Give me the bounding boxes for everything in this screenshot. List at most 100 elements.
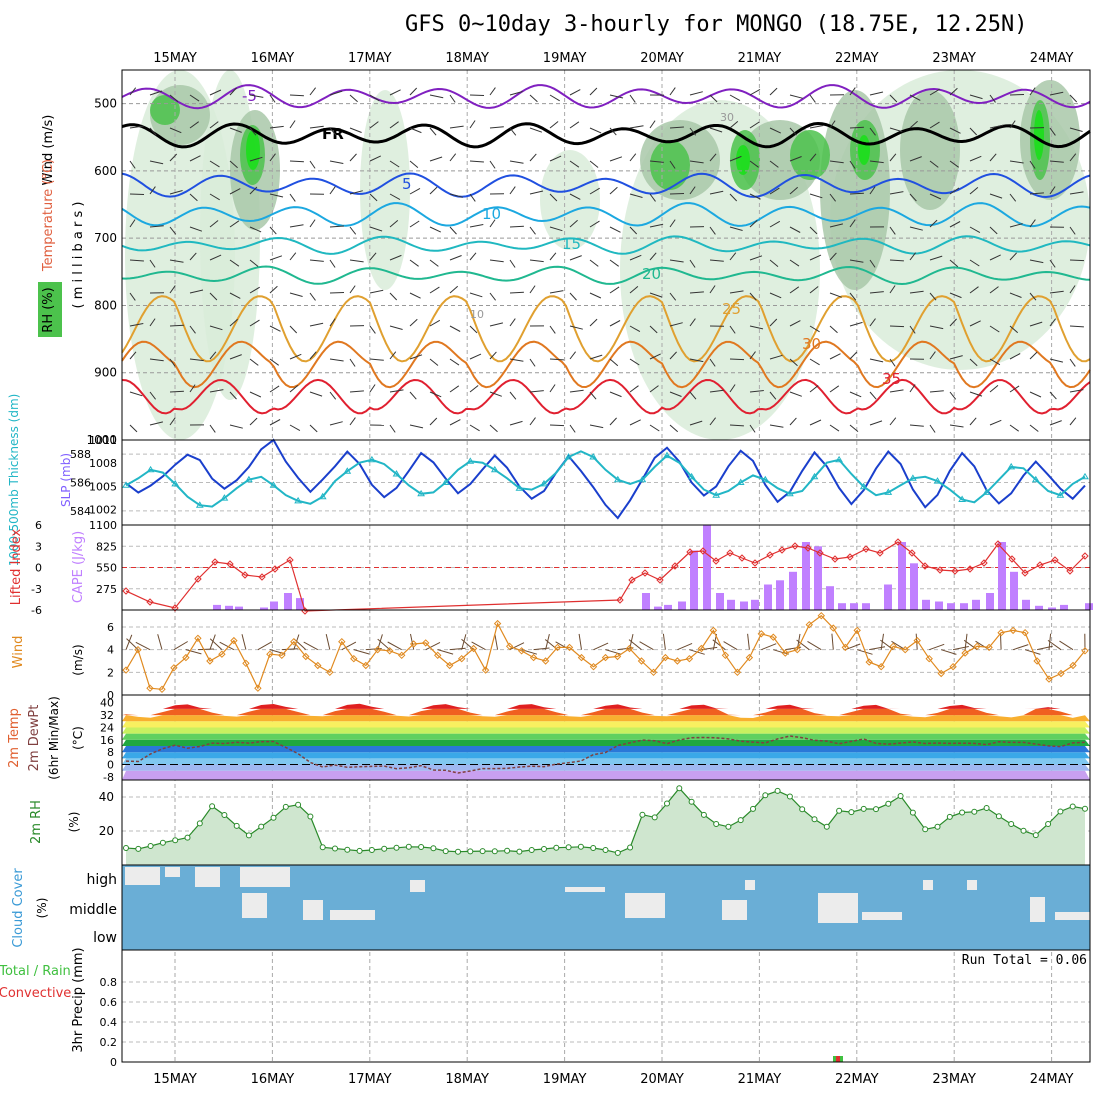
panel-precip <box>122 950 1090 1062</box>
rh-marker <box>1009 822 1014 827</box>
cape-bar <box>284 593 292 610</box>
temp-band <box>122 758 1090 764</box>
wind-barb <box>550 291 563 293</box>
bottom-date-label: 23MAY <box>932 1072 976 1087</box>
bottom-date-label: 16MAY <box>251 1072 295 1087</box>
wind-barb <box>610 359 618 366</box>
wind-barb <box>450 326 460 332</box>
rh-marker <box>947 814 952 819</box>
wind-barb <box>930 391 944 392</box>
wind-barb-10m <box>663 634 665 650</box>
cape-bar <box>776 580 784 610</box>
wind-barb-10m <box>534 648 550 650</box>
rh-marker <box>124 846 129 851</box>
rh-marker <box>923 827 928 832</box>
rh-marker <box>652 815 657 820</box>
isotherm-label: 35 <box>882 370 901 388</box>
cape-bar <box>802 542 810 610</box>
temp-band <box>122 765 1090 771</box>
wind-barb <box>510 292 524 293</box>
wind-barb <box>590 293 601 298</box>
precip-tick-label: 0.4 <box>100 1016 118 1029</box>
wind-barb <box>290 425 300 431</box>
wind-barb <box>350 154 357 161</box>
cape-bar <box>789 572 797 610</box>
wind-barb-10m <box>136 642 150 649</box>
rh-marker <box>456 849 461 854</box>
wind-barb <box>430 227 441 232</box>
wind-barb <box>350 286 355 293</box>
profile-tick-label: 800 <box>94 298 117 312</box>
rh-marker <box>271 815 276 820</box>
wind-barb-10m <box>594 643 609 650</box>
wind-barb <box>450 359 459 365</box>
wind-barb <box>330 293 344 294</box>
bottom-date-label: 20MAY <box>640 1072 684 1087</box>
precip-tick-label: 0.6 <box>100 996 118 1009</box>
isotherm-label: 10 <box>482 205 501 223</box>
wind-barb <box>130 194 144 195</box>
slp-tick-label: 1008 <box>89 457 117 470</box>
rh-marker <box>468 849 473 854</box>
cape-bar <box>751 600 759 610</box>
top-date-label: 15MAY <box>153 51 197 66</box>
rh-marker <box>996 814 1001 819</box>
wind-barb <box>310 260 324 261</box>
cape-bar <box>727 600 735 610</box>
li-tick-label: 0 <box>35 562 42 575</box>
cape-bar <box>740 602 748 611</box>
wind-tick-label: 2 <box>107 666 114 679</box>
wind-barb <box>610 187 617 194</box>
wind-barb <box>990 385 998 392</box>
wind-barb <box>170 325 184 326</box>
cloud-gap <box>1055 912 1090 920</box>
rh-marker <box>591 846 596 851</box>
cloud-gap <box>923 880 933 890</box>
wind-barb <box>570 352 576 359</box>
wind-barb <box>590 355 602 359</box>
wind-barb <box>390 90 401 95</box>
wind-barb <box>550 95 560 101</box>
y-label-temperature: Temperature (°C) <box>41 159 56 272</box>
rh-marker <box>615 850 620 855</box>
wind-barb <box>850 127 864 128</box>
wind-barb <box>530 227 536 234</box>
y-label-precip: 3hr Precip (mm) <box>71 947 86 1052</box>
temp-band <box>122 728 1090 734</box>
wind-barb <box>350 227 356 234</box>
rh-marker <box>701 812 706 817</box>
wind-barb <box>470 293 482 297</box>
cape-bar <box>764 585 772 611</box>
cape-bar <box>826 586 834 610</box>
wind-barb <box>1070 326 1084 327</box>
wind-barb <box>450 386 459 392</box>
wind-barb <box>770 88 777 95</box>
wind-barb <box>830 354 841 359</box>
rh-marker <box>837 808 842 813</box>
rh-marker <box>357 848 362 853</box>
wind-barb-10m <box>174 642 188 650</box>
cape-bar <box>884 585 892 611</box>
y-label-slp: SLP (mb) <box>59 453 73 507</box>
legend-convective: Convective <box>0 986 71 1001</box>
wind-barb <box>450 286 458 293</box>
wind-barb <box>930 425 935 433</box>
wind-barb <box>1010 95 1024 96</box>
wind-barb-10m <box>606 650 621 655</box>
wind-barb <box>470 386 478 393</box>
wind-barb <box>610 157 622 161</box>
wind-barb <box>910 385 915 393</box>
cape-bar <box>862 603 870 610</box>
wind-barb <box>530 286 535 293</box>
rh-marker <box>431 846 436 851</box>
rh-marker <box>529 848 534 853</box>
cape-bar <box>235 607 243 610</box>
wind-barb <box>370 290 383 293</box>
wind-barb <box>410 260 419 266</box>
cloud-gap <box>330 910 375 920</box>
rh-area <box>126 788 1085 865</box>
cloud-gap <box>240 867 290 887</box>
wind-barb <box>490 260 504 262</box>
wind-barb <box>410 425 423 428</box>
wind-barb <box>410 392 416 399</box>
